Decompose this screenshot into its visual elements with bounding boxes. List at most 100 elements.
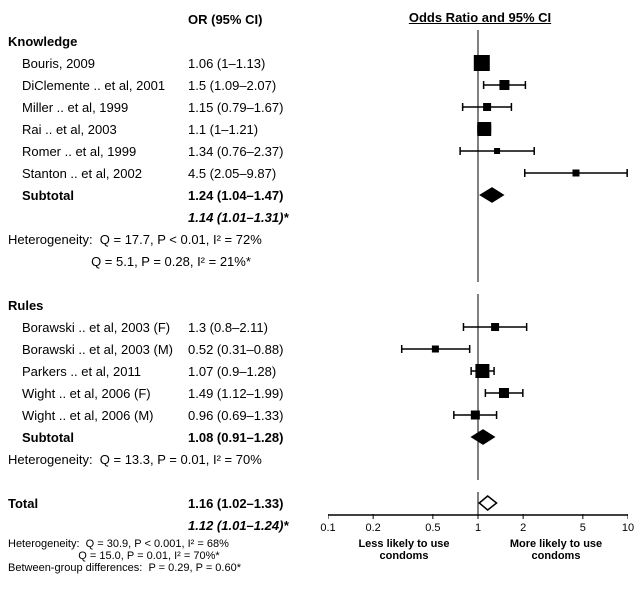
- study-row: Romer .. et al, 19991.34 (0.76–2.37): [8, 140, 632, 162]
- study-marker: [328, 52, 632, 74]
- subtotal-alt: 1.14 (1.01–1.31)*: [188, 210, 328, 225]
- plot-cell-svg: [328, 30, 628, 52]
- study-row: Borawski .. et al, 2003 (F)1.3 (0.8–2.11…: [8, 316, 632, 338]
- total-diamond: [328, 492, 632, 514]
- study-stat: 1.07 (0.9–1.28): [188, 364, 328, 379]
- study-marker: [328, 316, 632, 338]
- plot-cell-svg: [328, 118, 628, 140]
- study-marker: [328, 338, 632, 360]
- study-marker: [328, 360, 632, 382]
- direction-right: More likely to usecondoms: [480, 538, 632, 574]
- subtotal-label: Subtotal: [8, 188, 188, 203]
- subtotal-stat: 1.24 (1.04–1.47): [188, 188, 328, 203]
- total-stat: 1.16 (1.02–1.33): [188, 496, 328, 511]
- heterogeneity-text: Heterogeneity: Q = 17.7, P < 0.01, I² = …: [8, 230, 328, 249]
- col-header-stat: OR (95% CI): [188, 12, 328, 27]
- forest-plot: OR (95% CI)Odds Ratio and 95% CIKnowledg…: [8, 8, 632, 574]
- total-alt: 1.12 (1.01–1.24)*: [188, 518, 328, 533]
- study-marker: [328, 404, 632, 426]
- study-row: Stanton .. et al, 20024.5 (2.05–9.87): [8, 162, 632, 184]
- study-label: Borawski .. et al, 2003 (F): [8, 320, 188, 335]
- plot-cell-svg: [328, 272, 628, 282]
- subtotal-row: Subtotal1.24 (1.04–1.47): [8, 184, 632, 206]
- axis-tick-label: 2: [520, 522, 526, 534]
- study-row: Borawski .. et al, 2003 (M)0.52 (0.31–0.…: [8, 338, 632, 360]
- subtotal-row: Subtotal1.08 (0.91–1.28): [8, 426, 632, 448]
- subtotal-alt-row: 1.14 (1.01–1.31)*: [8, 206, 632, 228]
- study-stat: 1.5 (1.09–2.07): [188, 78, 328, 93]
- axis-tick-label: 5: [580, 522, 586, 534]
- spacer-row: [8, 272, 632, 294]
- plot-cell-svg: [328, 448, 628, 470]
- study-stat: 1.3 (0.8–2.11): [188, 320, 328, 335]
- plot-cell-svg: [328, 250, 628, 272]
- plot-cell-svg: [328, 470, 628, 480]
- subtotal-diamond: [328, 184, 632, 206]
- study-marker: [328, 118, 632, 140]
- plot-cell-svg: [328, 162, 628, 184]
- study-label: DiClemente .. et al, 2001: [8, 78, 188, 93]
- study-row: Miller .. et al, 19991.15 (0.79–1.67): [8, 96, 632, 118]
- total-label: Total: [8, 496, 188, 511]
- plot-cell-svg: [328, 382, 628, 404]
- axis-tick-label: 0.5: [425, 522, 440, 534]
- plot-cell-svg: [328, 338, 628, 360]
- study-stat: 0.96 (0.69–1.33): [188, 408, 328, 423]
- study-label: Bouris, 2009: [8, 56, 188, 71]
- total-alt-row: 1.12 (1.01–1.24)*0.10.20.512510: [8, 514, 632, 536]
- study-row: Bouris, 20091.06 (1–1.13): [8, 52, 632, 74]
- plot-title: Odds Ratio and 95% CI: [328, 10, 632, 29]
- plot-cell-svg: [328, 228, 628, 250]
- study-row: Rai .. et al, 20031.1 (1–1.21): [8, 118, 632, 140]
- group-label: Rules: [8, 298, 188, 313]
- footer-het: Heterogeneity: Q = 30.9, P < 0.001, I² =…: [8, 538, 328, 574]
- study-label: Rai .. et al, 2003: [8, 122, 188, 137]
- study-label: Borawski .. et al, 2003 (M): [8, 342, 188, 357]
- heterogeneity-row: Q = 5.1, P = 0.28, I² = 21%*: [8, 250, 632, 272]
- study-marker: [328, 74, 632, 96]
- plot-cell-svg: [328, 360, 628, 382]
- subtotal-label: Subtotal: [8, 430, 188, 445]
- study-row: Parkers .. et al, 20111.07 (0.9–1.28): [8, 360, 632, 382]
- axis-svg: [328, 514, 628, 522]
- plot-cell-svg: [328, 426, 628, 448]
- study-row: Wight .. et al, 2006 (F)1.49 (1.12–1.99): [8, 382, 632, 404]
- axis-tick-label: 0.1: [320, 522, 335, 534]
- axis-tick-label: 1: [475, 522, 481, 534]
- study-marker: [328, 382, 632, 404]
- group-label-row: Knowledge: [8, 30, 632, 52]
- direction-left: Less likely to usecondoms: [328, 538, 480, 574]
- study-stat: 0.52 (0.31–0.88): [188, 342, 328, 357]
- footer-row: Heterogeneity: Q = 30.9, P < 0.001, I² =…: [8, 538, 632, 574]
- plot-cell-svg: [328, 492, 628, 514]
- spacer-row: [8, 470, 632, 492]
- study-stat: 1.49 (1.12–1.99): [188, 386, 328, 401]
- study-label: Stanton .. et al, 2002: [8, 166, 188, 181]
- subtotal-stat: 1.08 (0.91–1.28): [188, 430, 328, 445]
- study-marker: [328, 96, 632, 118]
- plot-cell-svg: [328, 74, 628, 96]
- plot-cell-svg: [328, 294, 628, 316]
- axis-tick-label: 0.2: [365, 522, 380, 534]
- plot-cell-svg: [328, 184, 628, 206]
- plot-cell-svg: [328, 316, 628, 338]
- heterogeneity-text: Heterogeneity: Q = 13.3, P = 0.01, I² = …: [8, 450, 328, 469]
- header-row: OR (95% CI)Odds Ratio and 95% CI: [8, 8, 632, 30]
- study-label: Wight .. et al, 2006 (M): [8, 408, 188, 423]
- study-stat: 1.15 (0.79–1.67): [188, 100, 328, 115]
- study-marker: [328, 162, 632, 184]
- heterogeneity-row: Heterogeneity: Q = 13.3, P = 0.01, I² = …: [8, 448, 632, 470]
- plot-cell-svg: [328, 206, 628, 228]
- study-label: Miller .. et al, 1999: [8, 100, 188, 115]
- study-stat: 1.34 (0.76–2.37): [188, 144, 328, 159]
- study-marker: [328, 140, 632, 162]
- plot-cell-svg: [328, 52, 628, 74]
- study-row: DiClemente .. et al, 20011.5 (1.09–2.07): [8, 74, 632, 96]
- study-row: Wight .. et al, 2006 (M)0.96 (0.69–1.33): [8, 404, 632, 426]
- heterogeneity-row: Heterogeneity: Q = 17.7, P < 0.01, I² = …: [8, 228, 632, 250]
- axis-cell: 0.10.20.512510: [328, 514, 632, 536]
- plot-cell-svg: [328, 404, 628, 426]
- study-stat: 1.06 (1–1.13): [188, 56, 328, 71]
- study-label: Wight .. et al, 2006 (F): [8, 386, 188, 401]
- study-label: Romer .. et al, 1999: [8, 144, 188, 159]
